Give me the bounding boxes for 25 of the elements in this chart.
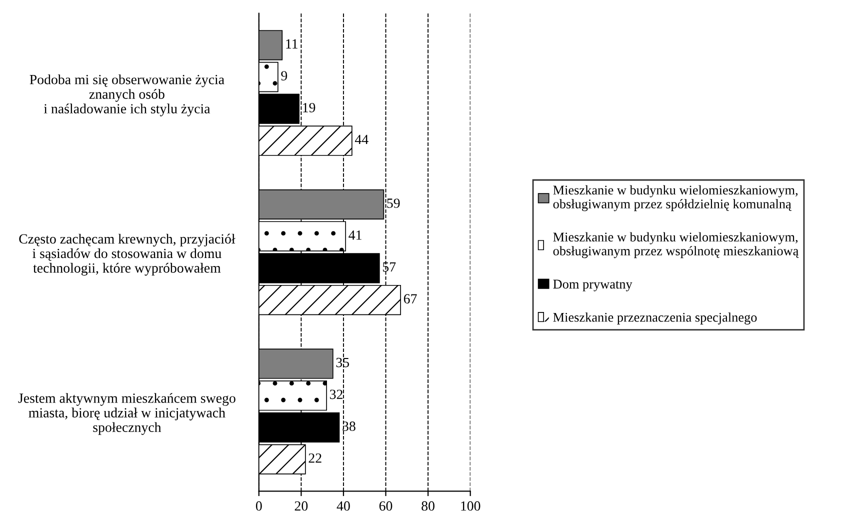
x-tick-label: 80 bbox=[422, 501, 434, 511]
data-label: 59 bbox=[387, 198, 400, 208]
y-tick-label: Podoba mi się obserwowanie życia znanych osób i naśladowanie ich stylu życia bbox=[30, 74, 224, 116]
x-tick-label: 60 bbox=[379, 501, 392, 511]
data-label: 32 bbox=[330, 390, 342, 400]
legend-label: Dom prywatny bbox=[553, 280, 632, 292]
data-label: 67 bbox=[404, 294, 417, 304]
legend-label: Mieszkanie w budynku wielomieszkaniowym, obsługiwanym przez spółdzielnię komunalną bbox=[553, 185, 798, 212]
x-tick-label: 0 bbox=[256, 501, 262, 511]
data-label: 9 bbox=[281, 71, 288, 80]
data-label: 41 bbox=[348, 230, 362, 240]
x-tick-label: 100 bbox=[461, 501, 480, 511]
data-label: 19 bbox=[303, 103, 316, 112]
data-label: 22 bbox=[308, 453, 322, 463]
legend-label: Mieszkanie w budynku wielomieszkaniowym, obsługiwanym przez wspólnotę mieszkaniową bbox=[553, 232, 799, 258]
x-tick-label: 20 bbox=[294, 501, 308, 511]
y-tick-label: Jestem aktywnym mieszkańcem swego miasta, biorę udział w inicjatywach społecznych bbox=[18, 393, 236, 435]
data-label: 11 bbox=[286, 39, 298, 48]
data-label: 44 bbox=[354, 134, 368, 144]
legend-label: Mieszkanie przeznaczenia specjalnego bbox=[553, 312, 757, 324]
data-label: 38 bbox=[342, 422, 356, 431]
data-label: 57 bbox=[383, 262, 396, 272]
data-label: 35 bbox=[336, 358, 350, 368]
y-tick-label: Często zachęcam krewnych, przyjaciół i sąsiadów do stosowania w domu technologii, które wypróbowałem bbox=[19, 234, 236, 276]
x-tick-label: 40 bbox=[336, 501, 350, 511]
